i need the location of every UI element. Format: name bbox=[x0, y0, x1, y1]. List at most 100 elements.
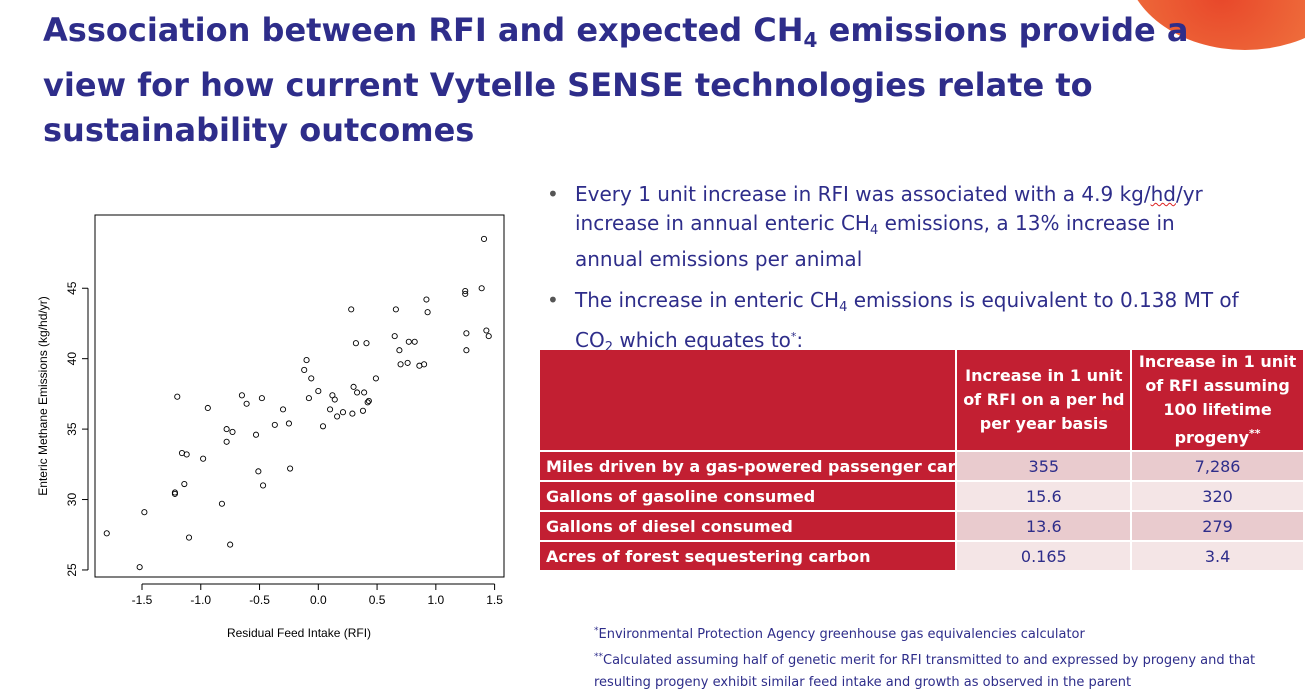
data-point bbox=[229, 428, 236, 435]
y-axis: 25 30 35 40 45 bbox=[65, 281, 89, 577]
data-point bbox=[255, 468, 262, 475]
table-header-per-head: Increase in 1 unit of RFI on a per hd pe… bbox=[957, 350, 1131, 450]
data-point bbox=[411, 338, 418, 345]
bullet2-text-b: emissions is equivalent to 0.138 MT of C… bbox=[575, 288, 1239, 352]
data-point bbox=[485, 333, 492, 340]
x-tick-label: -0.5 bbox=[249, 593, 270, 607]
row-value-per-head: 13.6 bbox=[957, 512, 1131, 540]
table-header-progeny: Increase in 1 unit of RFI assuming 100 l… bbox=[1132, 350, 1303, 450]
row-label: Gallons of diesel consumed bbox=[540, 512, 956, 540]
bullet2-subscript-ch4: 4 bbox=[839, 300, 848, 315]
row-value-progeny: 320 bbox=[1132, 482, 1303, 510]
table-row: Gallons of gasoline consumed 15.6 320 bbox=[540, 482, 1303, 510]
equivalency-table: Increase in 1 unit of RFI on a per hd pe… bbox=[538, 348, 1305, 572]
data-points bbox=[103, 235, 492, 571]
header2-text: Increase in 1 unit of RFI assuming 100 l… bbox=[1138, 352, 1297, 447]
data-point bbox=[305, 395, 312, 402]
bullet1-text-b: /yr increase in annual enteric CH bbox=[575, 182, 1203, 235]
scatter-chart: -1.5 -1.0 -0.5 0.0 0.5 1.0 1.5 25 30 35 40 45 Resi… bbox=[36, 214, 505, 640]
header1-text-hd: hd bbox=[1101, 390, 1125, 409]
bullet2-text-c: which equates to bbox=[613, 328, 791, 352]
data-point bbox=[397, 361, 404, 368]
data-point bbox=[363, 340, 370, 347]
x-tick-label: 1.0 bbox=[427, 593, 444, 607]
data-point bbox=[424, 309, 431, 316]
data-point bbox=[260, 482, 267, 489]
data-point bbox=[287, 465, 294, 472]
data-point bbox=[252, 431, 260, 438]
x-tick-label: 0.0 bbox=[310, 593, 327, 607]
data-point bbox=[334, 413, 341, 420]
data-point bbox=[171, 489, 178, 496]
bullet2-text-a: The increase in enteric CH bbox=[575, 288, 840, 312]
slide-title: Association between RFI and expected CH4… bbox=[43, 8, 1243, 153]
footnote-epa: *Environmental Protection Agency greenho… bbox=[594, 620, 1294, 646]
y-axis-label: Enteric Methane Emissions (kg/hd/yr) bbox=[36, 296, 50, 495]
data-point bbox=[483, 327, 490, 334]
data-point bbox=[227, 541, 234, 548]
x-tick-label: -1.0 bbox=[190, 593, 211, 607]
y-tick-label: 35 bbox=[65, 422, 79, 436]
data-point bbox=[404, 359, 411, 366]
data-point bbox=[480, 235, 488, 242]
x-tick-label: -1.5 bbox=[132, 593, 153, 607]
data-point bbox=[365, 397, 372, 404]
row-value-progeny: 7,286 bbox=[1132, 452, 1303, 480]
data-point bbox=[392, 306, 399, 313]
bullet2-footnote-mark: * bbox=[790, 330, 797, 343]
table-row: Acres of forest sequestering carbon 0.16… bbox=[540, 542, 1303, 570]
title-part1: Association between RFI and expected CH bbox=[43, 11, 804, 49]
data-point bbox=[279, 406, 287, 413]
header2-footnote-mark: ** bbox=[1249, 427, 1261, 440]
footnote1-text: Environmental Protection Agency greenhou… bbox=[598, 627, 1085, 642]
plot-frame bbox=[94, 214, 505, 578]
data-point bbox=[405, 338, 412, 345]
data-point bbox=[354, 389, 361, 396]
row-label: Acres of forest sequestering carbon bbox=[540, 542, 956, 570]
footnotes: *Environmental Protection Agency greenho… bbox=[594, 620, 1294, 694]
data-point bbox=[204, 404, 211, 412]
data-point bbox=[462, 290, 469, 297]
data-point bbox=[463, 347, 470, 354]
bullet-item-co2-equivalent: The increase in enteric CH4 emissions is… bbox=[545, 286, 1245, 362]
bullet2-text-d: : bbox=[796, 328, 804, 352]
data-point bbox=[348, 306, 355, 313]
data-point bbox=[319, 423, 327, 430]
data-point bbox=[372, 375, 379, 382]
row-label: Gallons of gasoline consumed bbox=[540, 482, 956, 510]
footnote2-mark: ** bbox=[594, 652, 603, 662]
row-value-per-head: 0.165 bbox=[957, 542, 1131, 570]
data-point bbox=[315, 388, 322, 395]
row-value-per-head: 355 bbox=[957, 452, 1131, 480]
title-part2: emissions provide a view for how current… bbox=[43, 11, 1189, 149]
x-axis-label: Residual Feed Intake (RFI) bbox=[227, 626, 371, 640]
data-point bbox=[223, 438, 230, 445]
footnote-progeny: **Calculated assuming half of genetic me… bbox=[594, 646, 1294, 694]
data-point bbox=[327, 406, 334, 413]
data-point bbox=[103, 530, 110, 537]
data-point bbox=[181, 480, 188, 488]
data-point bbox=[223, 426, 230, 433]
data-point bbox=[303, 357, 310, 364]
data-point bbox=[258, 395, 265, 402]
data-point bbox=[463, 330, 470, 337]
data-point bbox=[391, 333, 398, 340]
data-point bbox=[331, 396, 338, 403]
y-tick-label: 25 bbox=[65, 563, 79, 577]
row-value-progeny: 3.4 bbox=[1132, 542, 1303, 570]
data-point bbox=[141, 509, 148, 516]
data-point bbox=[339, 409, 347, 416]
data-point bbox=[301, 366, 308, 373]
data-point bbox=[200, 455, 207, 462]
row-value-per-head: 15.6 bbox=[957, 482, 1131, 510]
data-point bbox=[349, 410, 356, 417]
bullet1-text-a: Every 1 unit increase in RFI was associa… bbox=[575, 182, 1151, 206]
table-row: Gallons of diesel consumed 13.6 279 bbox=[540, 512, 1303, 540]
data-point bbox=[423, 296, 430, 303]
data-point bbox=[285, 420, 292, 427]
row-label: Miles driven by a gas-powered passenger … bbox=[540, 452, 956, 480]
bullet-list: Every 1 unit increase in RFI was associa… bbox=[545, 180, 1245, 374]
row-value-progeny: 279 bbox=[1132, 512, 1303, 540]
data-point bbox=[462, 288, 469, 295]
data-point bbox=[238, 392, 245, 399]
